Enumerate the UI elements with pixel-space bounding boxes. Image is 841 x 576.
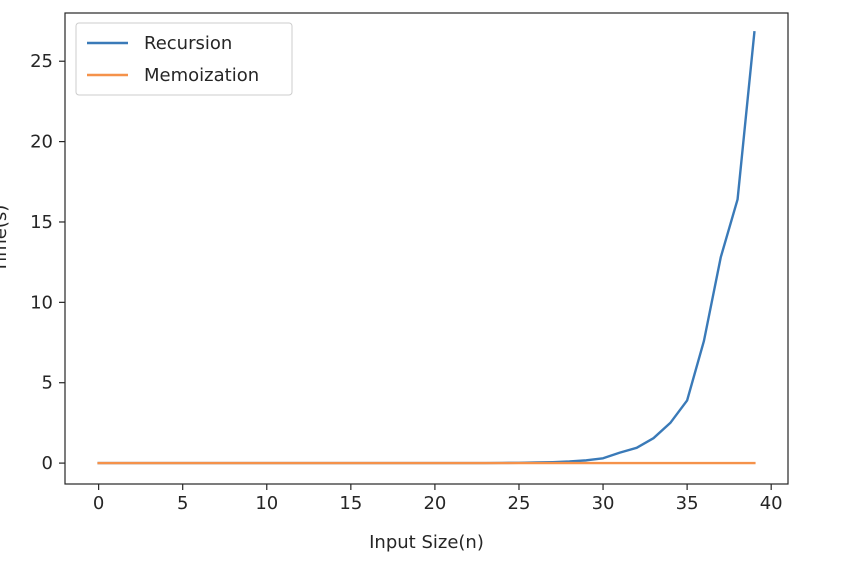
y-tick-label: 10 (30, 292, 53, 313)
series-lines (97, 30, 756, 465)
x-tick-label: 20 (423, 493, 446, 514)
x-axis-label: Input Size(n) (369, 532, 484, 553)
x-tick-label: 35 (676, 493, 699, 514)
x-tick-label: 30 (592, 493, 615, 514)
x-axis: 0 5 10 15 20 25 30 35 40 (93, 484, 783, 514)
x-tick-label: 40 (760, 493, 783, 514)
x-tick-label: 10 (255, 493, 278, 514)
y-axis-label: Time(s) (0, 205, 11, 273)
x-tick-label: 0 (93, 493, 104, 514)
legend: Recursion Memoization (75, 22, 293, 96)
y-tick-label: 0 (42, 453, 53, 474)
x-tick-label: 25 (508, 493, 531, 514)
y-tick-label: 20 (30, 132, 53, 153)
y-tick-label: 5 (42, 373, 53, 394)
x-tick-label: 5 (177, 493, 188, 514)
x-tick-label: 15 (339, 493, 362, 514)
y-tick-label: 25 (30, 51, 53, 72)
legend-label-recursion: Recursion (144, 33, 232, 54)
legend-label-memoization: Memoization (144, 65, 259, 86)
y-tick-label: 15 (30, 212, 53, 233)
y-axis: 0 5 10 15 20 25 (30, 51, 65, 474)
legend-box (75, 22, 293, 96)
